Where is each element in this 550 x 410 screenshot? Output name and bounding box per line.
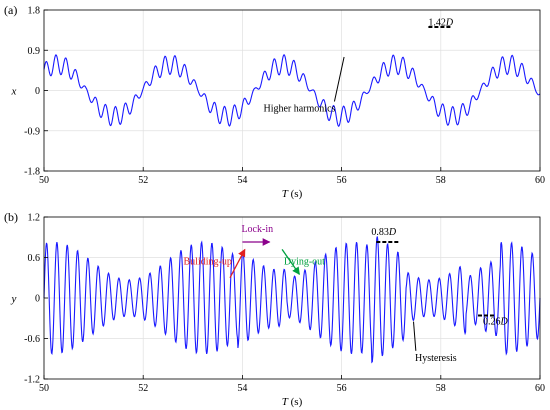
x-tick-label: 58 bbox=[436, 383, 446, 394]
peak-label: 1.42D bbox=[428, 18, 454, 29]
x-tick-label: 52 bbox=[138, 383, 148, 394]
y-tick-label: 1.2 bbox=[28, 213, 41, 224]
x-tick-label: 52 bbox=[138, 175, 148, 186]
y-tick-label: 0.9 bbox=[28, 46, 41, 57]
x-tick-label: 58 bbox=[436, 175, 446, 186]
panel-label: (a) bbox=[4, 3, 17, 17]
x-axis-label: T (s) bbox=[282, 396, 303, 408]
hysteresis-pointer bbox=[413, 321, 417, 351]
x-tick-label: 50 bbox=[39, 175, 49, 186]
y-tick-label: -1.2 bbox=[24, 375, 40, 386]
dying-out-label-value: Dying-out bbox=[284, 256, 325, 267]
panel-label: (b) bbox=[4, 210, 18, 224]
x-tick-label: 60 bbox=[535, 175, 545, 186]
y-tick-label: -1.8 bbox=[24, 167, 40, 178]
y-axis-label: x bbox=[11, 86, 17, 98]
lock-in-label-value: Lock-in bbox=[241, 224, 273, 235]
min-label-unit: D bbox=[499, 316, 508, 327]
peak-label-value: 1.42 bbox=[428, 18, 446, 29]
x-tick-label: 54 bbox=[237, 383, 247, 394]
x-axis-label-var: T bbox=[282, 396, 289, 408]
y-tick-label: 0.6 bbox=[28, 253, 41, 264]
min-label: 0.26D bbox=[483, 316, 509, 327]
x-tick-label: 56 bbox=[337, 175, 347, 186]
x-axis-label: T (s) bbox=[282, 188, 303, 200]
x-tick-label: 56 bbox=[337, 383, 347, 394]
panel-b: (b) 50 52 54 56 58 60 -1.2 -0.6 0 0.6 1.2 T (s) y Buli… bbox=[4, 210, 545, 408]
hysteresis-label-value: Hysteresis bbox=[415, 353, 457, 364]
higher-harmonics-label-value: Higher harmonics bbox=[263, 104, 335, 115]
y-axis-label: y bbox=[11, 293, 17, 305]
y-tick-label: 0 bbox=[35, 86, 40, 97]
peak-label: 0.83D bbox=[371, 227, 397, 238]
y-tick-label: -0.9 bbox=[24, 126, 40, 137]
x-axis-label-var: T bbox=[282, 188, 289, 200]
series-line bbox=[43, 53, 541, 127]
dying-out-label: Dying-out bbox=[284, 256, 325, 267]
building-up-label-value: Buliding-up bbox=[184, 256, 232, 267]
y-tick-label: 0 bbox=[35, 294, 40, 305]
panel-a: (a) 50 52 54 56 58 60 -1.8 -0.9 0 0.9 1.8 T (s) x High… bbox=[4, 3, 545, 200]
peak-label-value: 0.83 bbox=[371, 227, 389, 238]
lock-in-label: Lock-in bbox=[241, 224, 273, 235]
dying-out-arrow bbox=[281, 249, 300, 276]
building-up-arrow bbox=[229, 248, 246, 279]
higher-harmonics-pointer bbox=[333, 56, 345, 102]
x-axis-label-unit: (s) bbox=[288, 396, 303, 408]
building-up-label: Buliding-up bbox=[184, 256, 232, 267]
higher-harmonics-label: Higher harmonics bbox=[263, 104, 335, 115]
hysteresis-label: Hysteresis bbox=[415, 353, 457, 364]
peak-label-unit: D bbox=[445, 18, 454, 29]
x-tick-label: 60 bbox=[535, 383, 545, 394]
y-tick-label: 1.8 bbox=[28, 6, 41, 17]
y-tick-label: -0.6 bbox=[24, 334, 40, 345]
x-tick-label: 50 bbox=[39, 383, 49, 394]
peak-label-unit: D bbox=[388, 227, 397, 238]
series-line bbox=[43, 236, 541, 364]
x-axis-label-unit: (s) bbox=[288, 188, 303, 200]
min-label-value: 0.26 bbox=[483, 316, 501, 327]
x-tick-label: 54 bbox=[237, 175, 247, 186]
